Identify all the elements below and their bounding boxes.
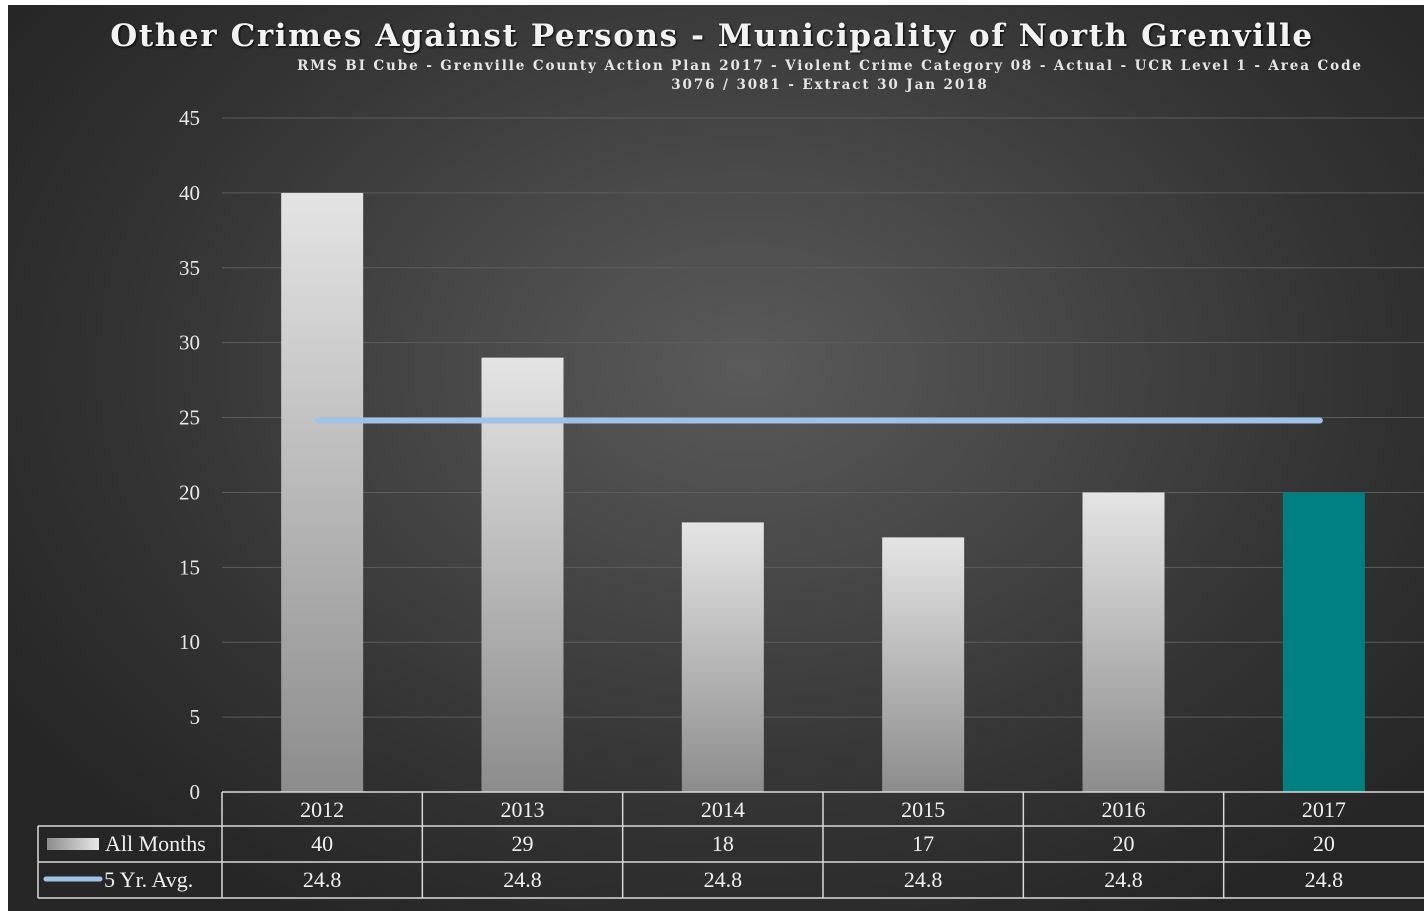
table-cell: 20 (1313, 831, 1335, 856)
x-tick-label: 2016 (1102, 797, 1146, 822)
bar-2013 (481, 357, 564, 792)
table-cell: 24.8 (1104, 867, 1143, 892)
table-cell: 24.8 (904, 867, 943, 892)
legend-key-all-months (47, 838, 99, 850)
chart-subtitle: RMS BI Cube - Grenville County Action Pl… (297, 58, 1363, 93)
table-cell: 24.8 (503, 867, 542, 892)
y-tick-label: 20 (179, 480, 200, 504)
y-tick-label: 45 (179, 106, 200, 130)
bar-2014 (681, 522, 764, 792)
x-tick-label: 2017 (1302, 797, 1346, 822)
legend-label-all-months: All Months (105, 831, 206, 856)
bar-2016 (1082, 492, 1165, 792)
x-tick-label: 2013 (501, 797, 545, 822)
y-tick-label: 5 (190, 705, 201, 729)
y-tick-label: 30 (179, 331, 200, 355)
y-tick-label: 40 (179, 181, 200, 205)
y-tick-label: 10 (179, 630, 200, 654)
y-tick-label: 0 (190, 780, 201, 804)
bar-series (281, 192, 1365, 792)
legend-label-5yr-avg: 5 Yr. Avg. (104, 867, 193, 892)
x-tick-label: 2012 (300, 797, 344, 822)
y-tick-label: 25 (179, 406, 200, 430)
table-cell: 17 (912, 831, 934, 856)
table-cell: 24.8 (303, 867, 342, 892)
bar-2012 (281, 192, 364, 792)
table-cell: 40 (311, 831, 333, 856)
chart-title: Other Crimes Against Persons - Municipal… (110, 18, 1314, 54)
y-axis: 0 5 10 15 20 25 30 35 40 45 (179, 106, 200, 804)
bar-2015 (882, 537, 965, 792)
table-cell: 20 (1113, 831, 1135, 856)
y-tick-label: 15 (179, 555, 200, 579)
table-cell: 24.8 (704, 867, 743, 892)
y-tick-label: 35 (179, 256, 200, 280)
table-cell: 18 (712, 831, 734, 856)
x-tick-label: 2014 (701, 797, 745, 822)
table-cell: 29 (512, 831, 534, 856)
bar-2017 (1282, 492, 1365, 792)
table-cell: 24.8 (1305, 867, 1344, 892)
x-tick-label: 2015 (901, 797, 945, 822)
